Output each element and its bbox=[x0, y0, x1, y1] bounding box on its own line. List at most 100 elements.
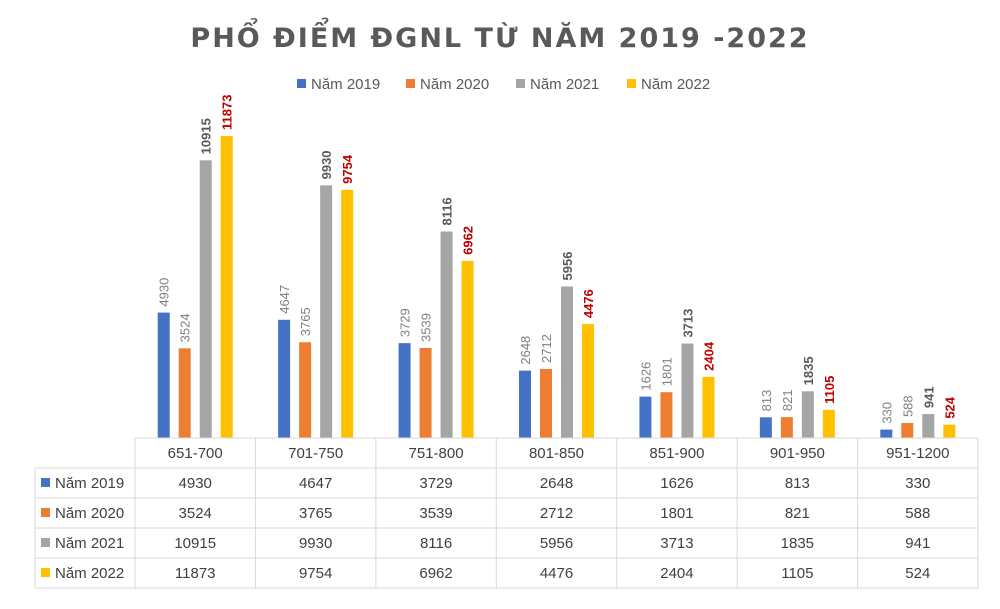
bar-1-3 bbox=[398, 343, 411, 438]
legend-swatch-3 bbox=[516, 79, 525, 88]
data-table: 651-700 701-750 751-800 801-850 851-900 901-9… bbox=[34, 437, 979, 589]
bar-3-5 bbox=[681, 343, 694, 438]
table-cell-3-3: 8116 bbox=[420, 535, 452, 552]
bar-3-2 bbox=[320, 185, 333, 438]
data-label-4-4: 4476 bbox=[581, 289, 596, 318]
legend-label-3: Năm 2021 bbox=[530, 76, 599, 93]
bar-1-5 bbox=[639, 396, 652, 438]
bar-4-4 bbox=[582, 324, 594, 438]
bar-4-1 bbox=[220, 135, 233, 439]
table-cell-1-3: 3729 bbox=[419, 475, 452, 492]
bar-2-2 bbox=[299, 342, 312, 438]
table-cell-3-5: 3713 bbox=[660, 535, 693, 552]
category-label-3: 751-800 bbox=[409, 445, 464, 462]
data-label-4-7: 524 bbox=[942, 396, 957, 418]
table-row-swatch-4 bbox=[41, 568, 50, 577]
table-cell-4-3: 6962 bbox=[419, 565, 452, 582]
data-label-3-1: 10915 bbox=[199, 118, 214, 154]
bar-labels: 4930 3524 10915 11873 4647 3765 9930 9754 3729 35… bbox=[157, 95, 958, 424]
bar-2-7 bbox=[901, 423, 914, 438]
bar-1-4 bbox=[519, 370, 531, 438]
bar-3-7 bbox=[922, 414, 935, 438]
data-label-1-7: 330 bbox=[879, 402, 894, 424]
table-cell-3-2: 9930 bbox=[299, 535, 332, 552]
legend-swatch-4 bbox=[627, 79, 636, 88]
table-cell-2-7: 588 bbox=[905, 505, 930, 522]
category-label-5: 851-900 bbox=[649, 445, 704, 462]
bar-4-7 bbox=[943, 424, 956, 438]
table-cell-2-2: 3765 bbox=[299, 505, 332, 522]
table-cell-4-1: 11873 bbox=[175, 565, 216, 582]
data-label-3-2: 9930 bbox=[319, 150, 334, 179]
bars bbox=[157, 135, 956, 439]
bar-3-3 bbox=[440, 231, 453, 438]
data-label-1-1: 4930 bbox=[157, 278, 172, 307]
data-label-1-3: 3729 bbox=[398, 308, 413, 337]
table-cell-4-5: 2404 bbox=[660, 565, 693, 582]
bar-4-2 bbox=[341, 189, 354, 438]
data-label-3-6: 1835 bbox=[801, 356, 816, 385]
data-label-2-5: 1801 bbox=[659, 357, 674, 386]
bar-3-1 bbox=[199, 160, 212, 439]
bar-1-6 bbox=[759, 417, 772, 438]
legend-label-2: Năm 2020 bbox=[420, 76, 489, 93]
data-label-1-2: 4647 bbox=[277, 285, 292, 314]
bar-2-5 bbox=[660, 392, 673, 438]
data-label-4-5: 2404 bbox=[701, 341, 716, 371]
table-cell-3-1: 10915 bbox=[174, 535, 216, 552]
table-row-label-1: Năm 2019 bbox=[55, 475, 124, 492]
data-label-1-6: 813 bbox=[759, 390, 774, 412]
legend-label-1: Năm 2019 bbox=[311, 76, 380, 93]
bar-1-2 bbox=[278, 319, 291, 438]
bar-4-5 bbox=[702, 376, 715, 438]
data-label-4-1: 11873 bbox=[220, 95, 235, 130]
category-label-6: 901-950 bbox=[770, 445, 825, 462]
table-row-label-4: Năm 2022 bbox=[55, 565, 124, 582]
table-cell-4-6: 1105 bbox=[781, 565, 813, 582]
table-cell-4-7: 524 bbox=[905, 565, 930, 582]
table-row-swatch-2 bbox=[41, 508, 50, 517]
category-label-4: 801-850 bbox=[529, 445, 584, 462]
bar-2-1 bbox=[178, 348, 191, 438]
table-row-swatch-3 bbox=[41, 538, 50, 547]
bar-2-4 bbox=[540, 369, 552, 438]
table-cell-2-6: 821 bbox=[785, 505, 810, 522]
data-label-2-6: 821 bbox=[780, 389, 795, 411]
data-label-2-3: 3539 bbox=[419, 313, 434, 342]
table-cell-2-5: 1801 bbox=[660, 505, 693, 522]
data-label-4-3: 6962 bbox=[461, 226, 476, 255]
table-cell-1-5: 1626 bbox=[660, 475, 693, 492]
table-cell-1-7: 330 bbox=[905, 475, 930, 492]
data-label-3-4: 5956 bbox=[560, 252, 575, 281]
bar-3-6 bbox=[801, 391, 814, 438]
bar-2-6 bbox=[780, 417, 793, 438]
data-label-4-2: 9754 bbox=[340, 154, 355, 184]
legend-label-4: Năm 2022 bbox=[641, 76, 710, 93]
table-row-swatch-1 bbox=[41, 478, 50, 487]
table-cell-1-6: 813 bbox=[785, 475, 810, 492]
legend-swatch-1 bbox=[297, 79, 306, 88]
table-cell-2-3: 3539 bbox=[419, 505, 452, 522]
table-row-label-2: Năm 2020 bbox=[55, 505, 124, 522]
table-cell-3-7: 941 bbox=[905, 535, 930, 552]
bar-4-6 bbox=[822, 409, 835, 438]
data-label-2-7: 588 bbox=[900, 395, 915, 417]
table-cell-3-6: 1835 bbox=[781, 535, 814, 552]
bar-1-7 bbox=[880, 429, 893, 438]
legend: Năm 2019 Năm 2020 Năm 2021 Năm 2022 bbox=[297, 76, 710, 93]
category-label-2: 701-750 bbox=[288, 445, 343, 462]
data-label-1-5: 1626 bbox=[638, 362, 653, 391]
table-cell-1-1: 4930 bbox=[179, 475, 212, 492]
chart-title: PHỔ ĐIỂM ĐGNL TỪ NĂM 2019 -2022 bbox=[190, 16, 809, 54]
table-cell-1-2: 4647 bbox=[299, 475, 332, 492]
bar-4-3 bbox=[461, 260, 474, 438]
data-label-3-3: 8116 bbox=[440, 197, 455, 225]
category-label-1: 651-700 bbox=[168, 445, 223, 462]
data-label-3-7: 941 bbox=[921, 386, 936, 408]
data-label-2-2: 3765 bbox=[298, 307, 313, 336]
table-cell-2-4: 2712 bbox=[540, 505, 573, 522]
table-cell-1-4: 2648 bbox=[540, 475, 573, 492]
table-row-label-3: Năm 2021 bbox=[55, 535, 124, 552]
table-cell-3-4: 5956 bbox=[540, 535, 573, 552]
